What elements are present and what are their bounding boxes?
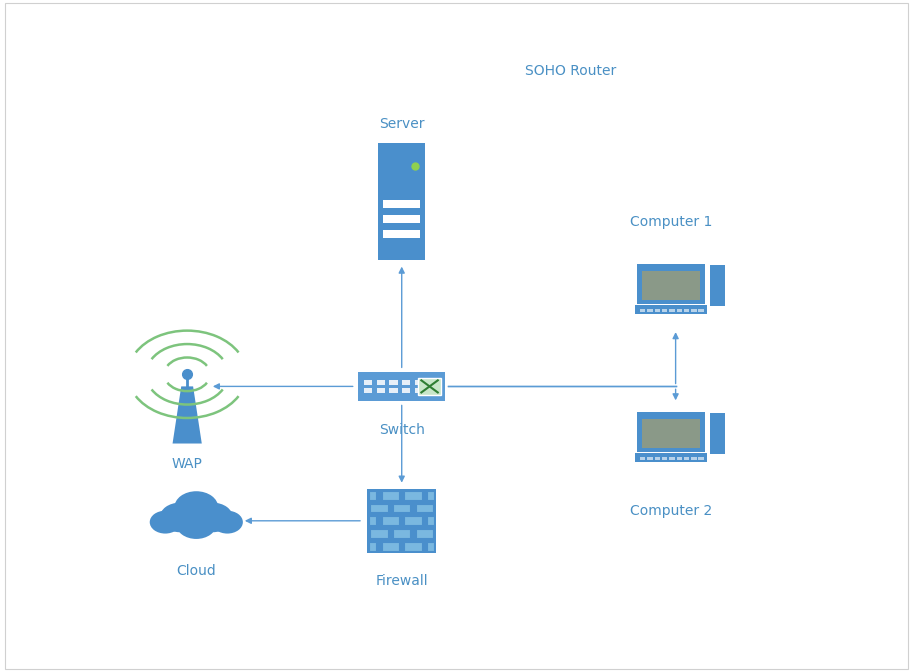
FancyBboxPatch shape [378, 143, 425, 261]
Circle shape [174, 491, 218, 523]
FancyBboxPatch shape [367, 489, 436, 552]
Bar [684, 457, 689, 460]
Bar [402, 388, 410, 393]
FancyBboxPatch shape [358, 372, 446, 401]
FancyBboxPatch shape [637, 264, 705, 304]
Bar [363, 380, 373, 385]
Text: Server: Server [379, 118, 425, 131]
Bar [369, 516, 376, 526]
Bar [369, 542, 376, 551]
Bar [371, 530, 387, 538]
Bar [667, 279, 675, 286]
Bar [404, 542, 422, 551]
Bar [404, 491, 422, 500]
Text: Firewall: Firewall [375, 575, 428, 588]
FancyBboxPatch shape [642, 419, 699, 448]
Bar [415, 380, 423, 385]
Bar [684, 309, 689, 312]
Bar [383, 215, 420, 223]
Polygon shape [173, 386, 202, 444]
Bar [677, 457, 682, 460]
FancyBboxPatch shape [635, 453, 707, 462]
Bar [376, 388, 385, 393]
Bar [691, 457, 697, 460]
Bar [640, 309, 645, 312]
Bar [698, 309, 704, 312]
Bar [427, 542, 435, 551]
Bar [382, 516, 399, 526]
Bar [655, 284, 687, 288]
Bar [655, 432, 687, 435]
Bar [416, 530, 434, 538]
Bar [427, 516, 435, 526]
Bar [383, 230, 420, 238]
Circle shape [212, 511, 243, 534]
Bar [669, 309, 675, 312]
Bar [677, 309, 682, 312]
Bar [382, 542, 399, 551]
Bar [691, 309, 697, 312]
Bar [393, 504, 411, 512]
Bar [427, 491, 435, 500]
FancyBboxPatch shape [637, 412, 705, 452]
Circle shape [193, 503, 233, 532]
Circle shape [150, 511, 181, 534]
Bar [698, 457, 704, 460]
Circle shape [176, 509, 216, 539]
Circle shape [160, 503, 200, 532]
Text: Switch: Switch [379, 423, 425, 437]
Bar [647, 457, 653, 460]
Text: WAP: WAP [172, 457, 203, 470]
FancyBboxPatch shape [709, 413, 725, 454]
Text: Computer 1: Computer 1 [630, 215, 712, 228]
Bar [667, 427, 675, 433]
Bar [655, 457, 660, 460]
Bar [390, 380, 398, 385]
Bar [369, 491, 376, 500]
Bar [363, 388, 373, 393]
Bar [655, 309, 660, 312]
Text: Cloud: Cloud [176, 564, 216, 578]
Bar [393, 530, 411, 538]
Bar [371, 504, 387, 512]
Bar [662, 309, 667, 312]
Bar [390, 388, 398, 393]
Bar [383, 200, 420, 208]
Bar [402, 380, 410, 385]
FancyBboxPatch shape [417, 378, 442, 395]
FancyBboxPatch shape [709, 265, 725, 306]
Bar [416, 504, 434, 512]
Bar [415, 388, 423, 393]
Bar [382, 491, 399, 500]
Text: Computer 2: Computer 2 [630, 504, 712, 517]
Bar [404, 516, 422, 526]
FancyBboxPatch shape [635, 305, 707, 314]
FancyBboxPatch shape [642, 271, 699, 300]
Bar [376, 380, 385, 385]
Bar [647, 309, 653, 312]
Bar [640, 457, 645, 460]
Bar [669, 457, 675, 460]
Bar [662, 457, 667, 460]
Text: SOHO Router: SOHO Router [525, 64, 616, 77]
